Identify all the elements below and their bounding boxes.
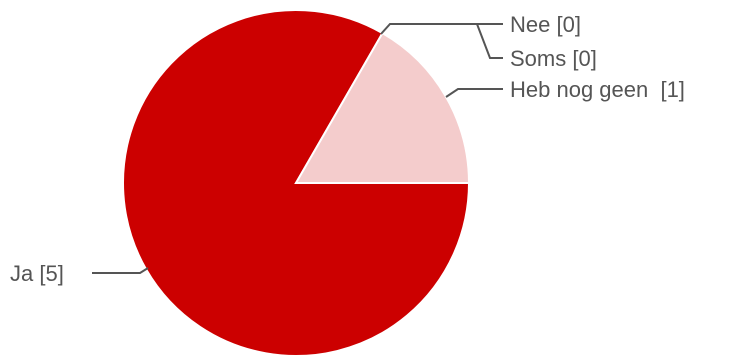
pie-slices xyxy=(122,9,471,356)
slice-labels: Nee [0] Soms [0] Heb nog geen [1] Ja [5] xyxy=(10,12,685,286)
leader-lines xyxy=(92,23,503,274)
leader-line-soms xyxy=(476,23,503,59)
leader-line-ja xyxy=(92,267,149,274)
leader-line-heb-nog-geen xyxy=(445,88,503,98)
slice-label-nee: Nee [0] xyxy=(510,12,581,37)
leader-line-nee xyxy=(380,23,503,35)
slice-label-ja: Ja [5] xyxy=(10,261,64,286)
slice-label-heb-nog-geen: Heb nog geen [1] xyxy=(510,77,685,102)
slice-label-soms: Soms [0] xyxy=(510,46,597,71)
